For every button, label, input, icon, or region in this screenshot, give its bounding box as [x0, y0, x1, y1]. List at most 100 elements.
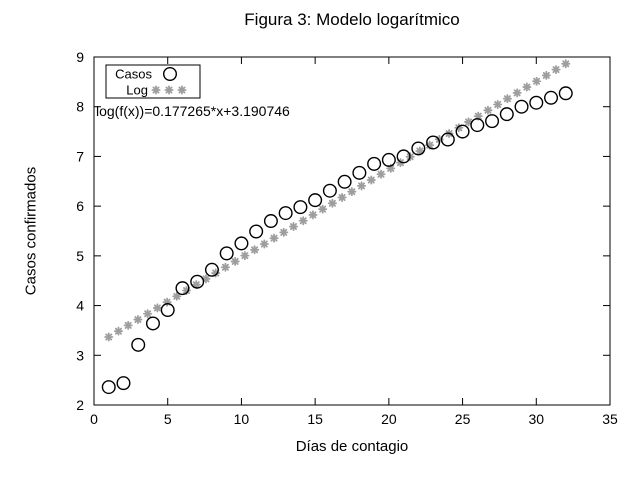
y-tick-label: 3 — [76, 347, 84, 363]
data-point-circle — [396, 149, 411, 164]
asterisk-marker — [269, 233, 279, 243]
data-point-circle — [337, 174, 352, 189]
data-point-circle — [381, 152, 396, 167]
asterisk-marker — [541, 70, 551, 80]
data-point-circle — [101, 380, 116, 395]
data-point-circle — [352, 165, 367, 180]
x-tick-label: 5 — [164, 411, 172, 427]
asterisk-marker — [308, 210, 318, 220]
fit-equation-annotation: log(f(x))=0.177265*x+3.190746 — [96, 103, 290, 119]
data-point-circle — [411, 141, 426, 156]
asterisk-marker — [259, 239, 269, 249]
asterisk-marker — [113, 326, 123, 336]
x-tick-label: 10 — [234, 411, 250, 427]
x-tick-label: 25 — [455, 411, 471, 427]
data-point-circle — [440, 132, 455, 147]
asterisk-marker — [298, 216, 308, 226]
data-point-circle — [116, 376, 131, 391]
y-axis-label-text: Casos confirmados — [22, 166, 40, 296]
y-tick-label: 5 — [76, 248, 84, 264]
y-tick-label: 7 — [76, 148, 84, 164]
asterisk-marker — [250, 245, 260, 255]
asterisk-marker — [561, 59, 571, 69]
data-point-circle — [204, 262, 219, 277]
data-point-circle — [558, 86, 573, 101]
chart-title: Figura 3: Modelo logarítmico — [244, 10, 460, 29]
data-point-circle — [426, 135, 441, 150]
y-tick-label: 2 — [76, 397, 84, 413]
y-tick-label: 9 — [76, 49, 84, 65]
data-point-circle — [322, 183, 337, 198]
plot-border — [93, 56, 611, 406]
asterisk-marker — [191, 280, 201, 290]
data-point-circle — [278, 206, 293, 221]
log-points-group — [104, 59, 571, 342]
data-point-circle — [263, 214, 278, 229]
asterisk-marker — [104, 332, 114, 342]
asterisk-marker — [366, 175, 376, 185]
x-tick-label: 30 — [528, 411, 544, 427]
asterisk-marker — [164, 85, 174, 95]
data-point-circle — [367, 156, 382, 171]
asterisk-marker — [230, 256, 240, 266]
asterisk-marker — [551, 65, 561, 75]
data-point-circle — [131, 337, 146, 352]
x-axis-label: Días de contagio — [295, 438, 409, 455]
asterisk-marker — [177, 85, 187, 95]
data-point-circle — [455, 124, 470, 139]
data-point-circle — [485, 114, 500, 129]
data-point-circle — [234, 236, 249, 251]
asterisk-marker — [201, 274, 211, 284]
asterisk-marker — [279, 227, 289, 237]
asterisk-marker — [464, 117, 474, 127]
x-tick-label: 0 — [90, 411, 98, 427]
y-tick-label: 8 — [76, 99, 84, 115]
data-point-circle — [499, 107, 514, 122]
asterisk-marker — [327, 198, 337, 208]
data-point-circle — [160, 303, 175, 318]
legend-label-log: Log — [126, 83, 148, 98]
asterisk-marker — [151, 85, 161, 95]
casos-points-group — [101, 86, 573, 395]
asterisk-marker — [288, 222, 298, 232]
asterisk-marker — [123, 320, 133, 330]
legend-marker-circle — [162, 66, 177, 81]
asterisk-marker — [240, 251, 250, 261]
asterisk-marker — [318, 204, 328, 214]
x-tick-label: 35 — [602, 411, 618, 427]
y-tick-label: 6 — [76, 198, 84, 214]
asterisk-marker — [357, 181, 367, 191]
data-point-circle — [470, 118, 485, 133]
legend-label-casos: Casos — [115, 67, 152, 82]
asterisk-marker — [347, 187, 357, 197]
asterisk-marker — [512, 88, 522, 98]
x-tick-label: 20 — [381, 411, 397, 427]
asterisk-marker — [376, 169, 386, 179]
data-point-circle — [219, 246, 234, 261]
data-point-circle — [514, 99, 529, 114]
asterisk-marker — [220, 262, 230, 272]
asterisk-marker — [133, 315, 143, 325]
data-point-circle — [249, 224, 264, 239]
asterisk-marker — [493, 99, 503, 109]
y-tick-label: 4 — [76, 298, 84, 314]
x-tick-label: 15 — [307, 411, 323, 427]
data-point-circle — [293, 200, 308, 215]
data-point-circle — [190, 274, 205, 289]
asterisk-marker — [143, 309, 153, 319]
asterisk-marker — [337, 192, 347, 202]
data-point-circle — [529, 95, 544, 110]
asterisk-marker — [473, 111, 483, 121]
asterisk-marker — [532, 76, 542, 86]
asterisk-marker — [172, 291, 182, 301]
data-point-circle — [544, 90, 559, 105]
asterisk-marker — [415, 146, 425, 156]
data-point-circle — [175, 281, 190, 296]
data-point-circle — [145, 316, 160, 331]
asterisk-marker — [502, 94, 512, 104]
asterisk-marker — [152, 303, 162, 313]
data-point-circle — [308, 193, 323, 208]
